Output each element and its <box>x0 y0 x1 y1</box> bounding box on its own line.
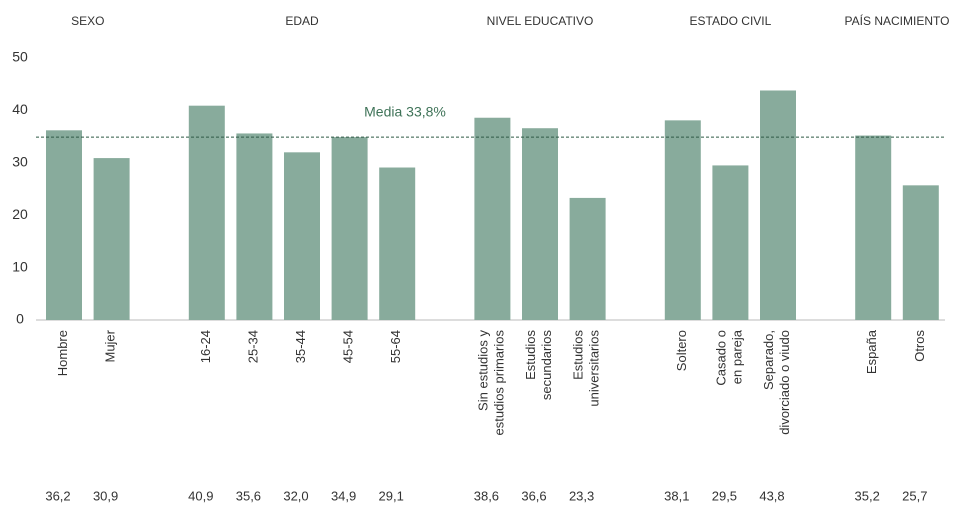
value-label: 34,9 <box>331 488 356 503</box>
bar <box>902 185 939 320</box>
x-tick-label-line: Hombre <box>55 330 70 376</box>
x-tick-label-line: universitarios <box>587 330 602 407</box>
bar <box>855 135 892 320</box>
x-tick-label-line: 45-54 <box>341 330 356 363</box>
y-tick-label: 40 <box>12 101 28 117</box>
bar <box>46 130 82 320</box>
x-tick-label-line: divorciado o viudo <box>777 330 792 435</box>
x-tick-label-line: Separado, <box>761 330 776 390</box>
x-tick-label-line: España <box>865 329 880 374</box>
x-tick-label-line: 55-64 <box>389 330 404 363</box>
value-label: 38,1 <box>664 488 689 503</box>
bar <box>664 120 701 320</box>
bar <box>712 165 749 320</box>
bar <box>331 137 368 320</box>
group-label: PAÍS NACIMIENTO <box>845 13 950 28</box>
bar <box>569 197 606 320</box>
group-label: ESTADO CIVIL <box>690 14 772 28</box>
value-label: 32,0 <box>283 488 308 503</box>
x-tick-label-line: secundarios <box>539 330 554 401</box>
x-tick-label-line: Otros <box>912 330 927 362</box>
bar <box>93 158 130 320</box>
x-tick-label: 55-64 <box>389 330 404 363</box>
x-tick-label: Hombre <box>55 330 70 376</box>
x-tick-label-line: Casado o <box>714 330 729 386</box>
bar <box>474 117 511 321</box>
value-label: 43,8 <box>759 488 784 503</box>
value-label: 38,6 <box>474 488 499 503</box>
value-label: 25,7 <box>902 488 927 503</box>
group-label: NIVEL EDUCATIVO <box>487 14 594 28</box>
x-tick-label: 16-24 <box>198 330 213 363</box>
x-tick-label-line: 35-44 <box>293 330 308 363</box>
x-tick-label: 25-34 <box>246 330 261 363</box>
x-tick-label: Soltero <box>674 330 689 371</box>
mean-annotation: Media 33,8% <box>364 104 446 120</box>
group-label: SEXO <box>71 14 104 28</box>
group-label: EDAD <box>285 14 319 28</box>
bar <box>188 105 225 321</box>
x-tick-label: Sin estudios yestudios primarios <box>476 330 507 436</box>
x-tick-label-line: Soltero <box>674 330 689 371</box>
y-tick-label: 20 <box>12 206 28 222</box>
bar <box>760 90 796 320</box>
x-tick-label-line: Mujer <box>103 329 118 362</box>
bar <box>284 152 320 320</box>
x-tick-label: Mujer <box>103 329 118 362</box>
x-tick-label-line: en pareja <box>730 329 745 384</box>
bar <box>379 167 416 320</box>
x-tick-label: España <box>865 329 880 374</box>
x-tick-label: Otros <box>912 330 927 362</box>
bar <box>236 133 273 320</box>
x-tick-label-line: Estudios <box>571 330 586 380</box>
y-tick-label: 0 <box>16 311 24 327</box>
x-tick-label: Separado,divorciado o viudo <box>761 330 792 435</box>
x-tick-label: Casado oen pareja <box>714 329 745 385</box>
x-tick-label-line: estudios primarios <box>492 330 507 436</box>
y-tick-label: 10 <box>12 258 28 274</box>
x-tick-label: Estudiosuniversitarios <box>571 330 602 407</box>
value-label: 23,3 <box>569 488 594 503</box>
bar <box>522 128 558 320</box>
value-label: 29,1 <box>379 488 404 503</box>
x-tick-label: 35-44 <box>293 330 308 363</box>
value-label: 35,2 <box>855 488 880 503</box>
x-tick-label-line: 16-24 <box>198 330 213 363</box>
y-tick-label: 30 <box>12 154 28 170</box>
value-label: 30,9 <box>93 488 118 503</box>
value-label: 36,6 <box>521 488 546 503</box>
x-tick-label-line: 25-34 <box>246 330 261 363</box>
value-label: 40,9 <box>188 488 213 503</box>
value-label: 35,6 <box>236 488 261 503</box>
value-label: 29,5 <box>712 488 737 503</box>
x-tick-label-line: Sin estudios y <box>476 330 491 411</box>
x-tick-label: Estudiossecundarios <box>523 330 554 401</box>
x-tick-label-line: Estudios <box>523 330 538 380</box>
value-label: 36,2 <box>45 488 70 503</box>
y-tick-label: 50 <box>12 49 28 65</box>
x-tick-label: 45-54 <box>341 330 356 363</box>
